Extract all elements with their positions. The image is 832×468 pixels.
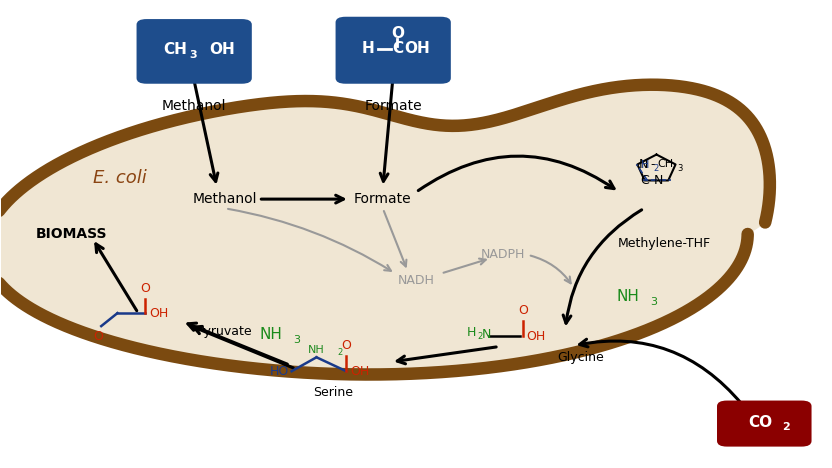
FancyBboxPatch shape	[136, 19, 252, 84]
Polygon shape	[0, 85, 770, 374]
Text: N: N	[639, 158, 649, 171]
Text: NADPH: NADPH	[481, 249, 525, 262]
Text: N: N	[482, 328, 492, 341]
Text: NH: NH	[260, 327, 282, 342]
Text: OH: OH	[350, 365, 369, 378]
Text: H: H	[466, 326, 476, 339]
Text: 2: 2	[783, 422, 790, 432]
Text: Methylene-THF: Methylene-THF	[618, 237, 711, 250]
Text: CO: CO	[748, 415, 772, 430]
Text: CH: CH	[164, 42, 187, 57]
Text: O: O	[391, 27, 404, 42]
Text: O: O	[518, 304, 528, 317]
Text: NADH: NADH	[398, 274, 434, 287]
Text: C: C	[392, 41, 403, 56]
Text: 2: 2	[337, 348, 343, 357]
Text: OH: OH	[404, 41, 429, 56]
Text: 2: 2	[654, 164, 659, 173]
Text: O: O	[141, 282, 151, 295]
Text: 2: 2	[477, 332, 483, 341]
Text: Glycine: Glycine	[557, 351, 604, 364]
Text: 3: 3	[650, 297, 656, 307]
Text: NH: NH	[308, 345, 324, 355]
Text: NH: NH	[616, 289, 639, 304]
Text: 3: 3	[293, 335, 300, 344]
Text: Formate: Formate	[364, 99, 422, 113]
Text: CH: CH	[657, 160, 674, 169]
Text: -: -	[650, 158, 655, 171]
Text: 3: 3	[677, 164, 683, 173]
Text: H: H	[362, 41, 374, 56]
Text: 3: 3	[189, 50, 197, 60]
Text: BIOMASS: BIOMASS	[36, 227, 107, 241]
FancyBboxPatch shape	[335, 17, 451, 84]
Text: HO: HO	[270, 365, 290, 378]
Text: OH: OH	[209, 42, 235, 57]
Text: Pyruvate: Pyruvate	[196, 325, 252, 338]
Text: Methanol: Methanol	[193, 192, 258, 206]
FancyBboxPatch shape	[717, 401, 811, 446]
Text: OH: OH	[149, 307, 168, 320]
Text: Formate: Formate	[354, 192, 412, 206]
Text: H: H	[641, 160, 649, 170]
Text: O: O	[341, 339, 351, 351]
Text: OH: OH	[527, 330, 546, 343]
Text: Methanol: Methanol	[162, 99, 226, 113]
Text: N: N	[653, 174, 663, 187]
Text: E. coli: E. coli	[92, 169, 146, 187]
Text: C: C	[641, 174, 649, 187]
Text: Serine: Serine	[313, 386, 353, 399]
Text: O: O	[93, 330, 102, 343]
